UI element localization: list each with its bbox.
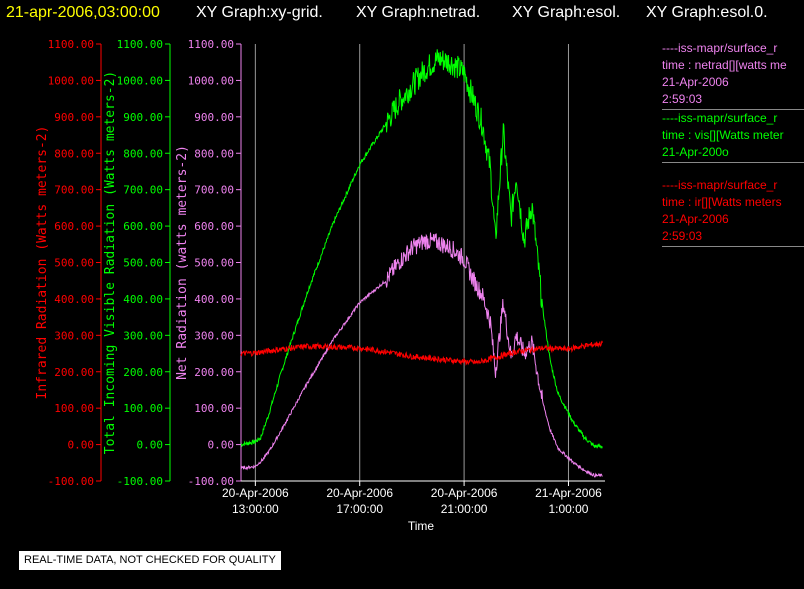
series-ir-line [240, 340, 603, 366]
y-tick-label-ir: 0.00 [68, 439, 95, 452]
y-tick-label-netrad: 0.00 [208, 439, 235, 452]
legend-text: 21-Apr-200o [662, 145, 729, 159]
y-tick-label-netrad: 1100.00 [188, 38, 234, 51]
x-tick-label: 20-Apr-2006 [326, 486, 393, 500]
y-tick-label-ir: 800.00 [54, 147, 94, 160]
y-tick-label-vis: 300.00 [123, 329, 163, 342]
y-tick-label-ir: 600.00 [54, 220, 94, 233]
y-axis-vis-label: Total Incoming Visible Radiation (Watts … [103, 71, 118, 455]
y-tick-label-netrad: 400.00 [194, 293, 234, 306]
y-tick-label-netrad: 600.00 [194, 220, 234, 233]
y-tick-label-vis: 400.00 [123, 293, 163, 306]
series-netrad-line [240, 232, 603, 478]
y-tick-label-ir: 300.00 [54, 329, 94, 342]
header-item: 21-apr-2006,03:00:00 [6, 4, 160, 21]
y-tick-label-ir: 500.00 [54, 257, 94, 270]
y-tick-label-netrad: 700.00 [194, 184, 234, 197]
y-tick-label-vis: 0.00 [137, 439, 164, 452]
x-axis-label: Time [408, 519, 435, 533]
y-tick-label-vis: 500.00 [123, 257, 163, 270]
header-item: XY Graph:netrad. [356, 4, 480, 21]
y-tick-label-ir: 1000.00 [48, 74, 94, 87]
header-item: XY Graph:xy-grid. [196, 4, 323, 21]
x-tick-label: 21-Apr-2006 [535, 486, 602, 500]
x-tick-label: 1:00:00 [548, 502, 588, 516]
legend-text: ----iss-mapr/surface_r [662, 178, 778, 192]
legend-text: time : netrad[][watts me [662, 58, 787, 72]
y-tick-label-ir: 200.00 [54, 366, 94, 379]
x-tick-label: 21:00:00 [441, 502, 488, 516]
x-tick-label: 20-Apr-2006 [222, 486, 289, 500]
y-tick-label-ir: -100.00 [48, 475, 94, 488]
y-tick-label-netrad: 1000.00 [188, 74, 234, 87]
x-axis: 20-Apr-2006 13:00:00 20-Apr-2006 17:00:00 20… [222, 481, 602, 533]
y-tick-label-vis: 1100.00 [117, 38, 163, 51]
y-tick-label-netrad: 900.00 [194, 111, 234, 124]
y-tick-label-ir: 400.00 [54, 293, 94, 306]
y-tick-label-vis: 600.00 [123, 220, 163, 233]
y-tick-label-netrad: 500.00 [194, 257, 234, 270]
header-title: 21-apr-2006,03:00:00 XY Graph:xy-grid. XY … [6, 4, 768, 21]
quality-notice: REAL-TIME DATA, NOT CHECKED FOR QUALITY [19, 551, 281, 570]
y-tick-label-vis: -100.00 [117, 475, 163, 488]
y-tick-label-netrad: 100.00 [194, 402, 234, 415]
y-axis-ir-label: Infrared Radiation (Watts meters-2) [35, 126, 50, 400]
grid-lines [254, 44, 569, 481]
y-tick-label-ir: 1100.00 [48, 38, 94, 51]
series-lines [240, 49, 603, 478]
legend-text: ----iss-mapr/surface_r [662, 41, 778, 55]
x-tick-label: 17:00:00 [336, 502, 383, 516]
y-tick-label-vis: 800.00 [123, 147, 163, 160]
x-tick-label: 20-Apr-2006 [431, 486, 498, 500]
y-tick-label-vis: 1000.00 [117, 74, 163, 87]
y-axes: 1100.00 1000.00 900.00 800.00 700.00 600.00 50… [35, 38, 242, 488]
header-item: XY Graph:esol.0. [646, 4, 768, 21]
legend-text: 2:59:03 [662, 229, 703, 243]
legend-text: 2:59:03 [662, 92, 703, 106]
x-tick-label: 13:00:00 [232, 502, 279, 516]
legend-text: time : vis[][Watts meter [662, 128, 784, 142]
legend-text: 21-Apr-2006 [662, 212, 729, 226]
y-tick-label-vis: 100.00 [123, 402, 163, 415]
legend-text: time : ir[][Watts meters [662, 195, 782, 209]
y-tick-label-netrad: 300.00 [194, 329, 234, 342]
y-tick-label-netrad: -100.00 [188, 475, 234, 488]
y-tick-label-ir: 100.00 [54, 402, 94, 415]
legend-text: ----iss-mapr/surface_r [662, 111, 778, 125]
y-tick-label-vis: 700.00 [123, 184, 163, 197]
y-tick-label-vis: 200.00 [123, 366, 163, 379]
y-tick-label-netrad: 800.00 [194, 147, 234, 160]
y-tick-label-vis: 900.00 [123, 111, 163, 124]
y-tick-label-netrad: 200.00 [194, 366, 234, 379]
y-axis-netrad-label: Net Radiation (watts meters-2) [175, 145, 190, 380]
y-tick-label-ir: 900.00 [54, 111, 94, 124]
legend-text: 21-Apr-2006 [662, 75, 729, 89]
series-vis-line [240, 49, 603, 450]
y-tick-label-ir: 700.00 [54, 184, 94, 197]
header-item: XY Graph:esol. [512, 4, 620, 21]
